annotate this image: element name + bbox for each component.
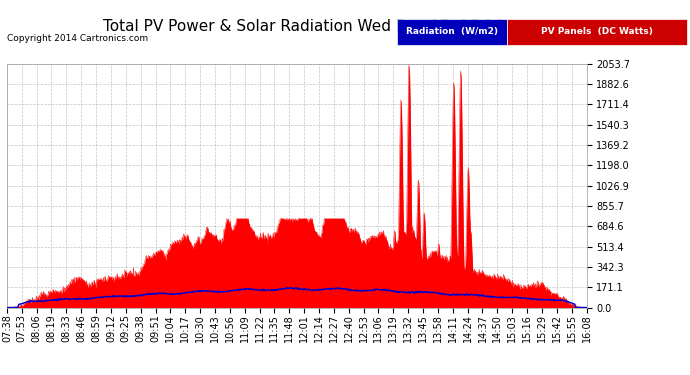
Text: Radiation  (W/m2): Radiation (W/m2) <box>406 27 498 36</box>
Text: Copyright 2014 Cartronics.com: Copyright 2014 Cartronics.com <box>7 34 148 43</box>
Text: Total PV Power & Solar Radiation Wed Dec 17  16:14: Total PV Power & Solar Radiation Wed Dec… <box>104 19 504 34</box>
Text: PV Panels  (DC Watts): PV Panels (DC Watts) <box>541 27 653 36</box>
